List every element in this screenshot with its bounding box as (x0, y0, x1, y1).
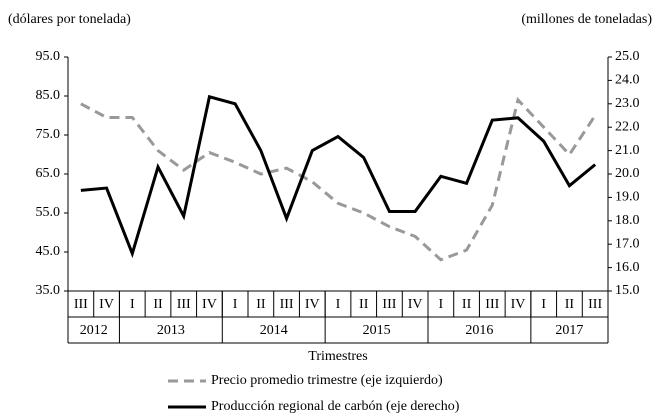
y2-tick-label: 23.0 (615, 96, 640, 111)
year-label: 2015 (363, 323, 391, 338)
x-tick-label: IV (202, 297, 217, 312)
y-tick-label: 35.0 (36, 283, 61, 298)
x-tick-label: I (130, 297, 135, 312)
x-tick-label: I (439, 297, 444, 312)
year-label: 2014 (260, 323, 288, 338)
year-label: 2017 (555, 323, 583, 338)
x-tick-label: III (74, 297, 88, 312)
y2-tick-label: 22.0 (615, 119, 640, 134)
y-tick-label: 75.0 (36, 127, 61, 142)
y2-axis-label: (millones de toneladas) (521, 12, 652, 27)
x-tick-label: II (462, 297, 472, 312)
y-tick-label: 85.0 (36, 88, 61, 103)
y-tick-label: 65.0 (36, 166, 61, 181)
y2-tick-label: 16.0 (615, 260, 640, 275)
x-tick-label: III (588, 297, 602, 312)
y2-tick-label: 17.0 (615, 236, 640, 251)
x-axis-label: Trimestres (308, 349, 367, 364)
x-tick-label: III (485, 297, 499, 312)
x-tick-label: IV (511, 297, 526, 312)
y2-tick-label: 25.0 (615, 49, 640, 64)
x-tick-label: III (280, 297, 294, 312)
legend-label: Precio promedio trimestre (eje izquierdo… (211, 373, 443, 388)
y2-tick-label: 20.0 (615, 166, 640, 181)
y2-tick-label: 15.0 (615, 283, 640, 298)
y2-tick-label: 21.0 (615, 143, 640, 158)
x-tick-label: IV (99, 297, 114, 312)
legend-label: Producción regional de carbón (eje derec… (211, 399, 460, 414)
x-tick-label: IV (305, 297, 320, 312)
x-tick-label: II (359, 297, 369, 312)
x-tick-label: II (153, 297, 163, 312)
x-tick-label: III (177, 297, 191, 312)
x-tick-label: II (565, 297, 575, 312)
series-line (80, 94, 597, 259)
y2-tick-label: 19.0 (615, 190, 640, 205)
x-tick-label: I (336, 297, 341, 312)
x-tick-label: II (256, 297, 266, 312)
y-tick-label: 55.0 (36, 205, 61, 220)
year-label: 2012 (80, 323, 108, 338)
y-axis-label: (dólares por tonelada) (8, 12, 131, 27)
y-tick-label: 45.0 (36, 244, 61, 259)
series-line (80, 96, 597, 262)
x-tick-label: I (233, 297, 238, 312)
y2-tick-label: 24.0 (615, 73, 640, 88)
y2-tick-label: 18.0 (615, 213, 640, 228)
y-tick-label: 95.0 (36, 49, 61, 64)
x-tick-label: III (382, 297, 396, 312)
year-label: 2013 (157, 323, 185, 338)
year-label: 2016 (465, 323, 493, 338)
x-tick-label: I (541, 297, 546, 312)
x-tick-label: IV (408, 297, 423, 312)
